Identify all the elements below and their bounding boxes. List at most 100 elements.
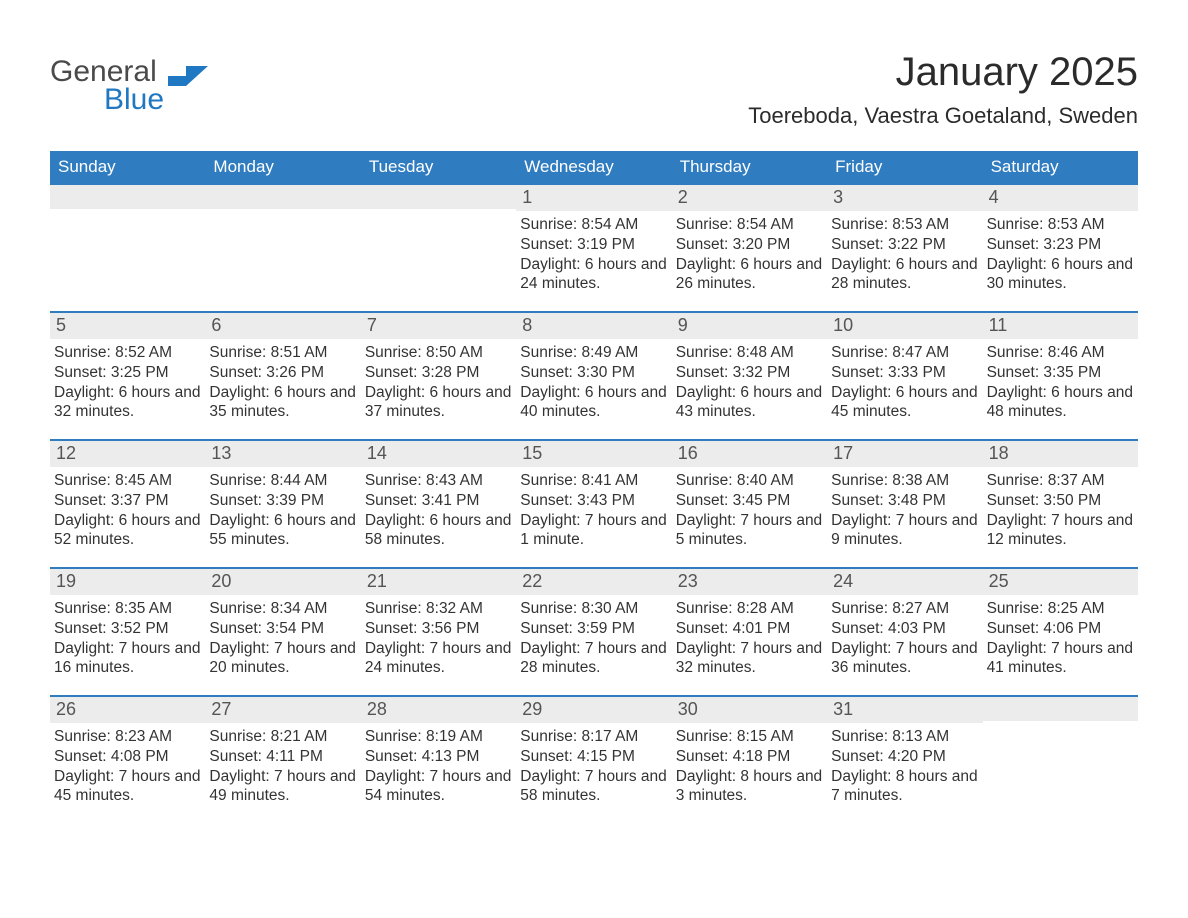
daylight-line: Daylight: 6 hours and 48 minutes. — [987, 383, 1134, 423]
cell-body — [983, 721, 1138, 821]
day-number: 6 — [205, 313, 360, 339]
day-number: 23 — [672, 569, 827, 595]
sunset-line: Sunset: 4:03 PM — [831, 619, 978, 639]
daylight-line: Daylight: 7 hours and 49 minutes. — [209, 767, 356, 807]
sunrise-line: Sunrise: 8:44 AM — [209, 471, 356, 491]
page: General Blue January 2025 Toereboda, Vae… — [0, 0, 1188, 863]
daylight-line: Daylight: 6 hours and 52 minutes. — [54, 511, 201, 551]
calendar-cell: 2Sunrise: 8:54 AMSunset: 3:20 PMDaylight… — [672, 185, 827, 311]
sunset-line: Sunset: 3:26 PM — [209, 363, 356, 383]
daylight-line: Daylight: 8 hours and 7 minutes. — [831, 767, 978, 807]
sunrise-line: Sunrise: 8:53 AM — [831, 215, 978, 235]
day-header-sunday: Sunday — [50, 151, 205, 185]
sunset-line: Sunset: 3:43 PM — [520, 491, 667, 511]
calendar-cell: 11Sunrise: 8:46 AMSunset: 3:35 PMDayligh… — [983, 313, 1138, 439]
sunset-line: Sunset: 3:39 PM — [209, 491, 356, 511]
cell-body: Sunrise: 8:19 AMSunset: 4:13 PMDaylight:… — [361, 723, 516, 812]
cell-body: Sunrise: 8:15 AMSunset: 4:18 PMDaylight:… — [672, 723, 827, 812]
sunrise-line: Sunrise: 8:50 AM — [365, 343, 512, 363]
daylight-line: Daylight: 6 hours and 24 minutes. — [520, 255, 667, 295]
day-number: 17 — [827, 441, 982, 467]
day-number: 5 — [50, 313, 205, 339]
daylight-line: Daylight: 7 hours and 32 minutes. — [676, 639, 823, 679]
cell-body: Sunrise: 8:23 AMSunset: 4:08 PMDaylight:… — [50, 723, 205, 812]
sunset-line: Sunset: 3:37 PM — [54, 491, 201, 511]
sunset-line: Sunset: 4:08 PM — [54, 747, 201, 767]
daylight-line: Daylight: 6 hours and 43 minutes. — [676, 383, 823, 423]
cell-body — [205, 209, 360, 309]
sunrise-line: Sunrise: 8:52 AM — [54, 343, 201, 363]
daylight-line: Daylight: 7 hours and 9 minutes. — [831, 511, 978, 551]
cell-body — [361, 209, 516, 309]
sunset-line: Sunset: 4:11 PM — [209, 747, 356, 767]
sunset-line: Sunset: 3:56 PM — [365, 619, 512, 639]
calendar-cell: 31Sunrise: 8:13 AMSunset: 4:20 PMDayligh… — [827, 697, 982, 823]
week-row: 5Sunrise: 8:52 AMSunset: 3:25 PMDaylight… — [50, 311, 1138, 439]
calendar-cell: 1Sunrise: 8:54 AMSunset: 3:19 PMDaylight… — [516, 185, 671, 311]
calendar-cell: 5Sunrise: 8:52 AMSunset: 3:25 PMDaylight… — [50, 313, 205, 439]
sunset-line: Sunset: 4:01 PM — [676, 619, 823, 639]
cell-body: Sunrise: 8:28 AMSunset: 4:01 PMDaylight:… — [672, 595, 827, 684]
week-row: 12Sunrise: 8:45 AMSunset: 3:37 PMDayligh… — [50, 439, 1138, 567]
sunset-line: Sunset: 3:19 PM — [520, 235, 667, 255]
calendar-cell: 4Sunrise: 8:53 AMSunset: 3:23 PMDaylight… — [983, 185, 1138, 311]
day-number: 8 — [516, 313, 671, 339]
day-number — [361, 185, 516, 209]
calendar-cell: 3Sunrise: 8:53 AMSunset: 3:22 PMDaylight… — [827, 185, 982, 311]
day-number: 19 — [50, 569, 205, 595]
sunset-line: Sunset: 4:13 PM — [365, 747, 512, 767]
day-number: 20 — [205, 569, 360, 595]
day-number: 14 — [361, 441, 516, 467]
sunrise-line: Sunrise: 8:35 AM — [54, 599, 201, 619]
calendar-cell: 20Sunrise: 8:34 AMSunset: 3:54 PMDayligh… — [205, 569, 360, 695]
day-header-row: Sunday Monday Tuesday Wednesday Thursday… — [50, 151, 1138, 185]
cell-body: Sunrise: 8:34 AMSunset: 3:54 PMDaylight:… — [205, 595, 360, 684]
cell-body: Sunrise: 8:45 AMSunset: 3:37 PMDaylight:… — [50, 467, 205, 556]
sunrise-line: Sunrise: 8:45 AM — [54, 471, 201, 491]
sunset-line: Sunset: 4:06 PM — [987, 619, 1134, 639]
sunrise-line: Sunrise: 8:37 AM — [987, 471, 1134, 491]
sunrise-line: Sunrise: 8:54 AM — [676, 215, 823, 235]
cell-body: Sunrise: 8:32 AMSunset: 3:56 PMDaylight:… — [361, 595, 516, 684]
daylight-line: Daylight: 6 hours and 55 minutes. — [209, 511, 356, 551]
sunrise-line: Sunrise: 8:47 AM — [831, 343, 978, 363]
day-number: 13 — [205, 441, 360, 467]
cell-body: Sunrise: 8:41 AMSunset: 3:43 PMDaylight:… — [516, 467, 671, 556]
logo-flag-icon — [168, 62, 210, 93]
daylight-line: Daylight: 7 hours and 54 minutes. — [365, 767, 512, 807]
sunset-line: Sunset: 3:35 PM — [987, 363, 1134, 383]
calendar-cell: 30Sunrise: 8:15 AMSunset: 4:18 PMDayligh… — [672, 697, 827, 823]
calendar-cell: 17Sunrise: 8:38 AMSunset: 3:48 PMDayligh… — [827, 441, 982, 567]
day-header-thursday: Thursday — [672, 151, 827, 185]
daylight-line: Daylight: 7 hours and 41 minutes. — [987, 639, 1134, 679]
calendar-cell: 13 Sunrise: 8:44 AMSunset: 3:39 PMDayligh… — [205, 441, 360, 567]
calendar-cell: 19Sunrise: 8:35 AMSunset: 3:52 PMDayligh… — [50, 569, 205, 695]
sunset-line: Sunset: 3:48 PM — [831, 491, 978, 511]
sunrise-line: Sunrise: 8:32 AM — [365, 599, 512, 619]
cell-body: Sunrise: 8:50 AMSunset: 3:28 PMDaylight:… — [361, 339, 516, 428]
daylight-line: Daylight: 6 hours and 58 minutes. — [365, 511, 512, 551]
sunrise-line: Sunrise: 8:34 AM — [209, 599, 356, 619]
cell-body: Sunrise: 8:38 AMSunset: 3:48 PMDaylight:… — [827, 467, 982, 556]
sunrise-line: Sunrise: 8:28 AM — [676, 599, 823, 619]
daylight-line: Daylight: 7 hours and 5 minutes. — [676, 511, 823, 551]
daylight-line: Daylight: 7 hours and 28 minutes. — [520, 639, 667, 679]
calendar-cell: 6Sunrise: 8:51 AMSunset: 3:26 PMDaylight… — [205, 313, 360, 439]
cell-body: Sunrise: 8:27 AMSunset: 4:03 PMDaylight:… — [827, 595, 982, 684]
day-number: 16 — [672, 441, 827, 467]
sunrise-line: Sunrise: 8:30 AM — [520, 599, 667, 619]
sunset-line: Sunset: 3:32 PM — [676, 363, 823, 383]
day-number: 11 — [983, 313, 1138, 339]
cell-body: Sunrise: 8:25 AMSunset: 4:06 PMDaylight:… — [983, 595, 1138, 684]
daylight-line: Daylight: 6 hours and 28 minutes. — [831, 255, 978, 295]
sunset-line: Sunset: 3:30 PM — [520, 363, 667, 383]
sunrise-line: Sunrise: 8:38 AM — [831, 471, 978, 491]
daylight-line: Daylight: 6 hours and 37 minutes. — [365, 383, 512, 423]
day-number: 3 — [827, 185, 982, 211]
sunrise-line: Sunrise: 8:23 AM — [54, 727, 201, 747]
sunrise-line: Sunrise: 8:17 AM — [520, 727, 667, 747]
calendar-cell: 29Sunrise: 8:17 AMSunset: 4:15 PMDayligh… — [516, 697, 671, 823]
cell-body — [50, 209, 205, 309]
sunset-line: Sunset: 4:18 PM — [676, 747, 823, 767]
location: Toereboda, Vaestra Goetaland, Sweden — [748, 103, 1138, 129]
